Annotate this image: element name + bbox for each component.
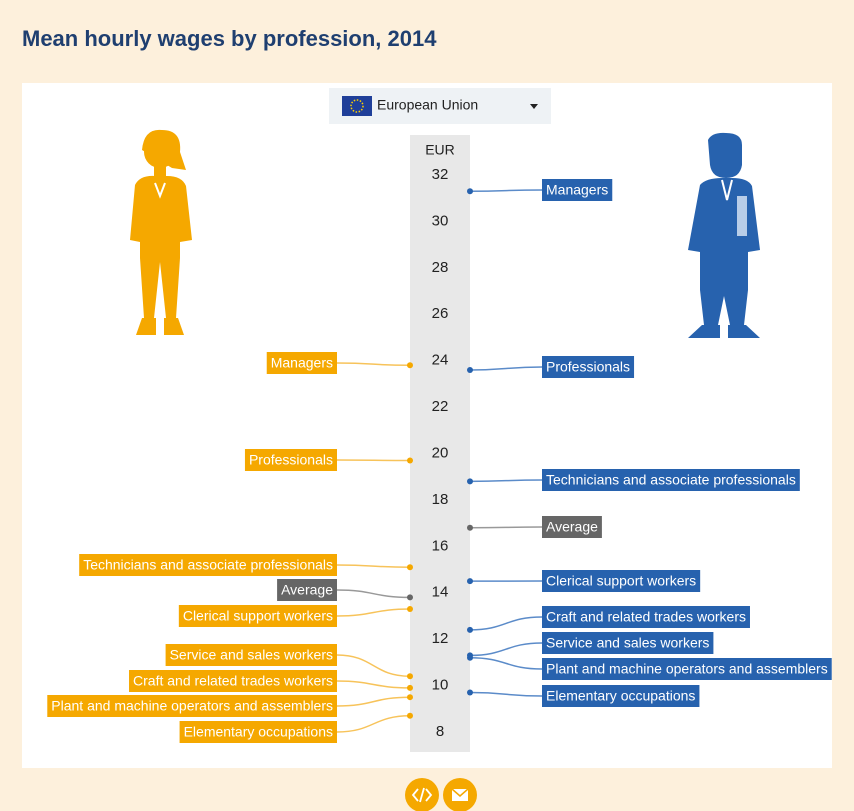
dot <box>407 685 413 691</box>
dot <box>467 655 473 661</box>
y-tick-label: 26 <box>432 305 449 322</box>
man-paper <box>737 196 747 236</box>
label-text: Technicians and associate professionals <box>546 472 796 488</box>
label: Professionals <box>245 449 337 471</box>
label-text: Professionals <box>546 359 630 375</box>
label-text: Managers <box>271 355 333 371</box>
dot <box>407 694 413 700</box>
y-tick-label: 24 <box>432 352 449 369</box>
dot <box>467 478 473 484</box>
label: Clerical support workers <box>542 570 700 592</box>
label-text: Craft and related trades workers <box>133 673 333 689</box>
label: Elementary occupations <box>542 685 699 707</box>
dot <box>467 690 473 696</box>
dropdown-label[interactable]: European Union <box>377 97 478 113</box>
label-text: Clerical support workers <box>546 573 696 589</box>
y-tick-label: 12 <box>432 630 449 647</box>
share-button[interactable] <box>443 778 477 811</box>
label: Clerical support workers <box>179 605 337 627</box>
y-tick-label: 20 <box>432 444 449 461</box>
chart: Mean hourly wages by profession, 2014 Eu… <box>0 0 854 811</box>
label-text: Clerical support workers <box>183 608 333 624</box>
y-tick-label: 14 <box>432 584 449 601</box>
label: Craft and related trades workers <box>542 606 750 628</box>
label-text: Craft and related trades workers <box>546 609 746 625</box>
embed-button[interactable] <box>405 778 439 811</box>
y-tick-label: 30 <box>432 212 449 229</box>
y-tick-label: 32 <box>432 166 449 183</box>
label-text: Plant and machine operators and assemble… <box>546 661 828 677</box>
dropdown[interactable]: European Union <box>329 88 551 124</box>
label: Technicians and associate professionals <box>542 469 800 491</box>
label-text: Plant and machine operators and assemble… <box>51 698 333 714</box>
dot <box>407 594 413 600</box>
label-text: Elementary occupations <box>184 724 333 740</box>
dot <box>467 188 473 194</box>
label-text: Professionals <box>249 452 333 468</box>
dot <box>407 713 413 719</box>
label: Elementary occupations <box>180 721 337 743</box>
label: Professionals <box>542 356 634 378</box>
label: Average <box>542 516 602 538</box>
label: Managers <box>542 179 612 201</box>
y-tick-label: 10 <box>432 677 449 694</box>
label: Plant and machine operators and assemble… <box>47 695 337 717</box>
dot <box>467 627 473 633</box>
label: Average <box>277 579 337 601</box>
label: Craft and related trades workers <box>129 670 337 692</box>
label-text: Service and sales workers <box>170 647 333 663</box>
label-text: Elementary occupations <box>546 688 695 704</box>
y-tick-label: 16 <box>432 537 449 554</box>
dot <box>407 457 413 463</box>
label: Service and sales workers <box>166 644 337 666</box>
label-text: Technicians and associate professionals <box>83 557 333 573</box>
dot <box>407 606 413 612</box>
connector <box>470 527 542 528</box>
label-text: Average <box>281 582 333 598</box>
label: Managers <box>267 352 337 374</box>
chart-title: Mean hourly wages by profession, 2014 <box>22 26 437 51</box>
axis-label: EUR <box>425 142 455 158</box>
label-text: Average <box>546 519 598 535</box>
label: Service and sales workers <box>542 632 713 654</box>
dot <box>407 673 413 679</box>
y-tick-label: 8 <box>436 723 444 740</box>
label: Plant and machine operators and assemble… <box>542 658 832 680</box>
dot <box>467 578 473 584</box>
dot <box>407 362 413 368</box>
label: Technicians and associate professionals <box>79 554 337 576</box>
dot <box>467 367 473 373</box>
y-tick-label: 28 <box>432 259 449 276</box>
label-text: Service and sales workers <box>546 635 709 651</box>
y-tick-label: 22 <box>432 398 449 415</box>
dot <box>407 564 413 570</box>
dot <box>467 525 473 531</box>
flag <box>342 96 372 116</box>
y-tick-label: 18 <box>432 491 449 508</box>
label-text: Managers <box>546 182 608 198</box>
